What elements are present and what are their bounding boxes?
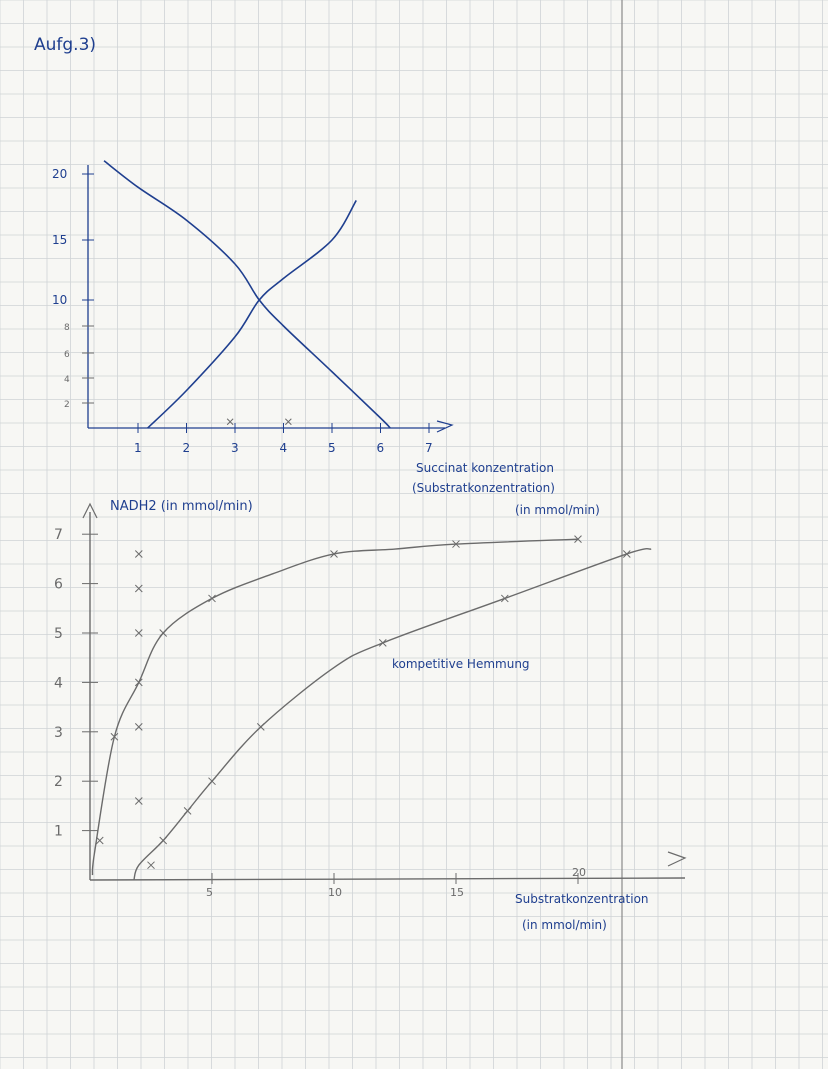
data-point-marker <box>284 418 292 426</box>
data-point-marker <box>134 723 143 731</box>
data-point-marker <box>208 594 216 603</box>
y-tick-label: 5 <box>54 626 63 642</box>
data-point-marker <box>159 836 168 845</box>
series-line-decreasing <box>103 160 391 429</box>
x-tick-label: 6 <box>377 441 385 455</box>
data-point-marker <box>147 861 155 870</box>
y-tick-label: 8 <box>64 323 70 333</box>
data-point-marker <box>208 777 216 786</box>
y-tick-label: 1 <box>54 824 63 840</box>
x-tick-label: 10 <box>328 886 342 899</box>
data-point-marker <box>256 723 265 731</box>
y-tick-label: 3 <box>54 725 63 741</box>
chart-michaelis-plot: 5 10 15 20 1 2 3 4 5 6 7 NADH2 (in mmol/min) Substra… <box>54 499 687 932</box>
data-point-marker <box>622 550 631 558</box>
data-point-marker <box>134 678 143 687</box>
y-tick-label: 2 <box>54 774 63 790</box>
x-axis <box>89 877 686 881</box>
y-tick-label: 7 <box>54 527 63 543</box>
x-axis-arrow <box>436 420 454 433</box>
data-point-marker <box>159 629 168 637</box>
y-tick-label: 6 <box>54 577 63 593</box>
y-tick-label: 2 <box>64 400 70 410</box>
chart-lineweaver-plot: 1 2 3 4 5 6 7 2 4 6 8 10 15 20 Succinat konzentration (… <box>52 160 600 517</box>
data-point-marker <box>134 584 143 593</box>
y-tick-label: 10 <box>52 293 67 307</box>
data-point-marker <box>330 550 338 558</box>
data-point-marker <box>378 639 387 647</box>
x-tick-label: 1 <box>134 441 142 455</box>
data-point-marker <box>95 836 104 845</box>
data-point-marker <box>574 535 582 543</box>
y-axis-arrow <box>82 502 98 519</box>
x-axis-arrow <box>667 851 687 867</box>
y-tick-label: 6 <box>64 350 70 360</box>
data-point-marker <box>134 550 143 558</box>
x-tick-label: 5 <box>206 886 213 899</box>
y-tick-label: 20 <box>52 167 67 181</box>
data-point-marker <box>134 797 143 805</box>
x-axis-label: Substratkonzentration <box>515 892 649 906</box>
data-point-marker <box>134 629 143 637</box>
data-point-marker <box>183 806 192 815</box>
x-tick-label: 7 <box>425 441 433 455</box>
x-tick-label: 3 <box>231 441 239 455</box>
y-tick-label: 4 <box>64 375 70 385</box>
annotation-label: kompetitive Hemmung <box>392 657 530 671</box>
data-point-marker <box>110 732 119 741</box>
x-axis-label: (in mmol/min) <box>515 503 600 517</box>
x-axis-label: Succinat konzentration <box>416 461 554 475</box>
data-point-marker <box>500 594 509 603</box>
y-tick-label: 15 <box>52 233 67 247</box>
series-line-increasing <box>147 199 357 429</box>
x-tick-label: 2 <box>183 441 191 455</box>
x-axis-label: (Substratkonzentration) <box>412 481 555 495</box>
exercise-title: Aufg.3) <box>34 35 96 55</box>
y-axis-label: NADH2 (in mmol/min) <box>110 499 253 514</box>
y-tick-label: 4 <box>54 675 63 691</box>
x-tick-label: 5 <box>328 441 336 455</box>
x-axis-label: (in mmol/min) <box>522 918 607 932</box>
data-point-marker <box>226 418 234 426</box>
x-tick-label: 15 <box>450 886 464 899</box>
x-tick-label: 20 <box>572 866 586 879</box>
series-curve-uninhibited <box>91 538 579 876</box>
data-point-marker <box>452 540 460 548</box>
x-tick-label: 4 <box>280 441 288 455</box>
